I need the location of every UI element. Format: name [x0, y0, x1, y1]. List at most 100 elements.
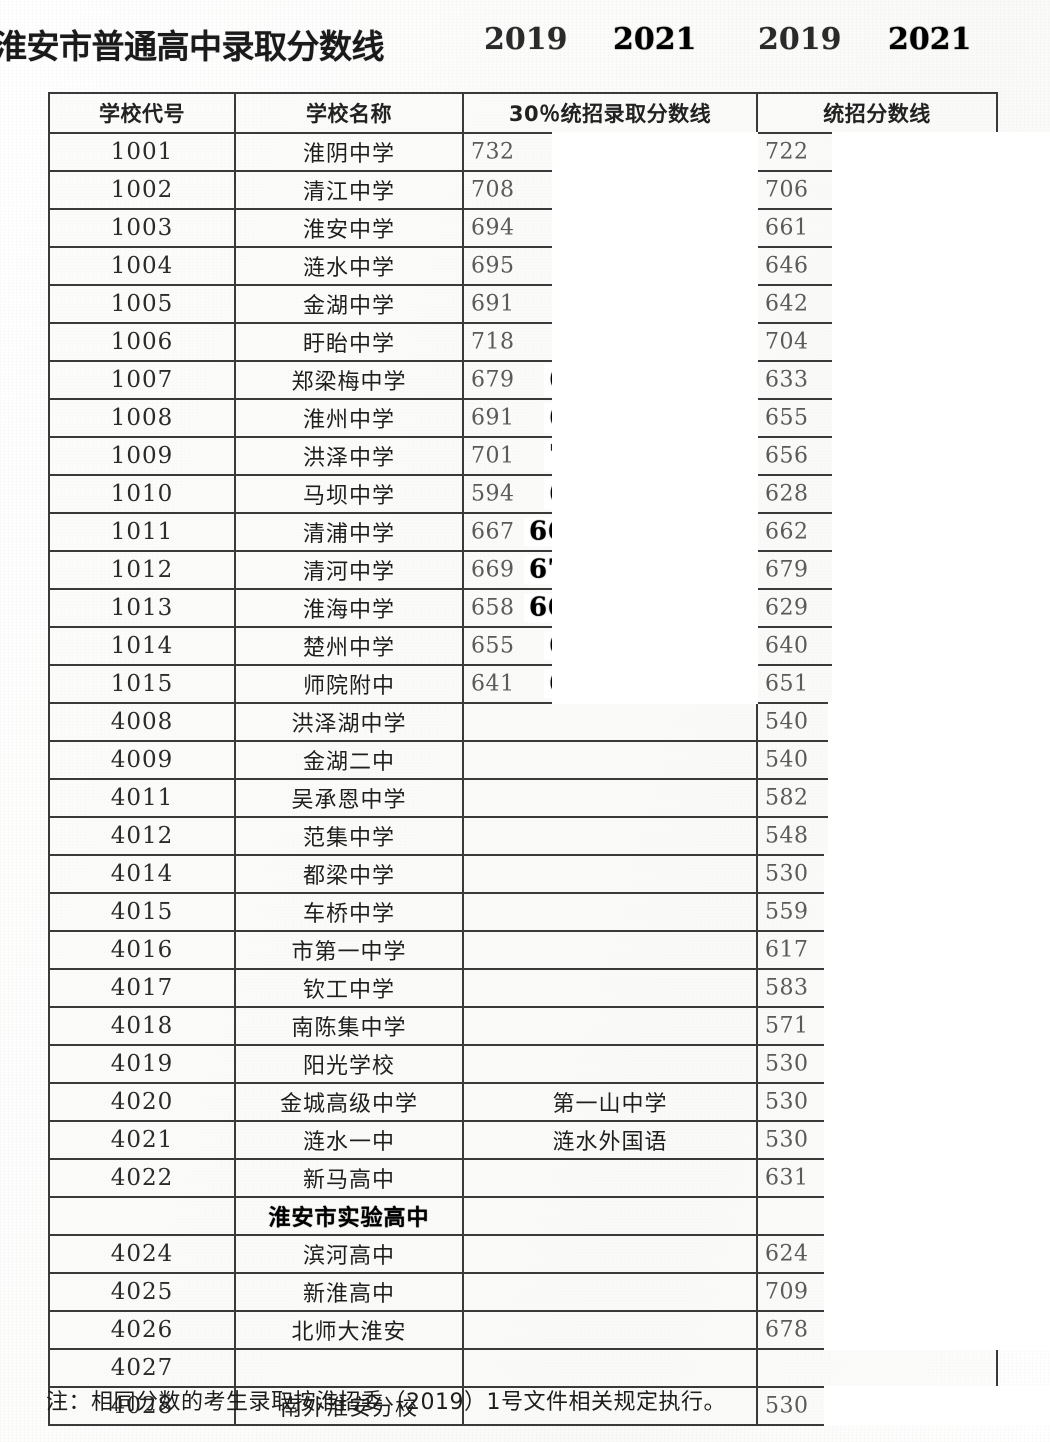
- score-standard-2019: 631: [765, 1165, 809, 1191]
- paste-overlay-strip: [832, 360, 1050, 400]
- cell-30pct-scores: [462, 1196, 758, 1236]
- table-row: 1011清浦中学667669662664: [48, 512, 1050, 552]
- paste-overlay-strip: [832, 474, 1050, 514]
- score-30pct-2019: 718: [471, 329, 515, 355]
- score-30pct-2019: 732: [471, 139, 515, 165]
- cell-school-code: [48, 1196, 236, 1236]
- paste-overlay-strip: [824, 1044, 1050, 1084]
- paste-overlay-strip: [832, 626, 1050, 666]
- score-standard-2019: 661: [765, 215, 809, 241]
- score-standard-2019: 530: [765, 1127, 809, 1153]
- cell-school-name: 北师大淮安: [234, 1310, 464, 1350]
- cell-school-code: 1013: [48, 588, 236, 628]
- paste-overlay-strip: [832, 588, 1050, 628]
- score-standard-2019: 651: [765, 671, 809, 697]
- cell-30pct-scores: [462, 930, 758, 970]
- score-standard-2019: 722: [765, 139, 809, 165]
- score-standard-2019: 540: [765, 709, 809, 735]
- paste-overlay-strip: [832, 284, 1050, 324]
- cell-30pct-scores: 655661: [462, 626, 758, 666]
- score-standard-2019: 678: [765, 1317, 809, 1343]
- cell-school-name: 马坝中学: [234, 474, 464, 514]
- table-row: 1009洪泽中学701707656662: [48, 436, 1050, 476]
- cell-30pct-scores: 691697: [462, 398, 758, 438]
- table-row: 1007郑梁梅中学679684633639: [48, 360, 1050, 400]
- table-body: 1001淮阴中学7327387227281002清江中学708714706712…: [48, 132, 1050, 1426]
- cell-school-code: 4018: [48, 1006, 236, 1046]
- score-standard-2019: 571: [765, 1013, 809, 1039]
- cell-standard-scores: 530640: [756, 1386, 1050, 1426]
- paste-overlay-strip: [832, 208, 1050, 248]
- paste-overlay-strip: [824, 892, 1050, 932]
- cell-standard-scores: 582570: [756, 778, 1050, 818]
- paste-overlay-strip: [552, 474, 758, 514]
- score-standard-2019: 530: [765, 861, 809, 887]
- paste-overlay-strip: [824, 1082, 1050, 1122]
- cell-alt-school-name: 第一山中学: [552, 1092, 668, 1117]
- cell-school-name: 淮安中学: [234, 208, 464, 248]
- cell-school-name: 淮安市实验高中: [234, 1196, 464, 1236]
- cell-30pct-scores: 667669: [462, 512, 758, 552]
- cell-school-code: 4019: [48, 1044, 236, 1084]
- score-30pct-2019: 708: [471, 177, 515, 203]
- cell-30pct-scores: [462, 1348, 758, 1388]
- year-label-std-2019: 2019: [758, 22, 842, 57]
- cell-standard-scores: 631630: [756, 1158, 1050, 1198]
- year-label-q30-2021: 2021: [613, 22, 697, 57]
- cell-alt-school-name: 涟水外国语: [552, 1130, 668, 1155]
- cell-standard-scores: 670 ？: [756, 1196, 1050, 1236]
- paste-overlay-strip: [824, 1386, 1050, 1426]
- cell-school-code: 1012: [48, 550, 236, 590]
- cell-30pct-scores: 708714: [462, 170, 758, 210]
- paste-overlay-strip: [832, 246, 1050, 286]
- cell-school-name: 新马高中: [234, 1158, 464, 1198]
- cell-school-code: 1004: [48, 246, 236, 286]
- paste-overlay-strip: [832, 398, 1050, 438]
- paste-overlay-strip: [824, 1234, 1050, 1274]
- cell-standard-scores: 661676: [756, 208, 1050, 248]
- paste-overlay-strip: [828, 740, 1050, 780]
- cell-30pct-scores: [462, 892, 758, 932]
- cell-school-name: 市第一中学: [234, 930, 464, 970]
- cell-30pct-scores: [462, 1044, 758, 1084]
- table-row: 1004涟水中学695701646650: [48, 246, 1050, 286]
- cell-standard-scores: 583580: [756, 968, 1050, 1008]
- score-standard-2019: 655: [765, 405, 809, 431]
- cell-30pct-scores: [462, 1158, 758, 1198]
- cell-30pct-scores: [462, 968, 758, 1008]
- cell-school-code: 1006: [48, 322, 236, 362]
- cell-30pct-scores: 594600: [462, 474, 758, 514]
- cell-standard-scores: 656662: [756, 436, 1050, 476]
- cell-standard-scores: 640642: [756, 626, 1050, 666]
- footnote: 注：相同分数的考生录取按淮招委（2019）1号文件相关规定执行。: [46, 1390, 726, 1415]
- cell-standard-scores: 704710: [756, 322, 1050, 362]
- cell-30pct-scores: [462, 1272, 758, 1312]
- score-30pct-2019: 594: [471, 481, 515, 507]
- cell-school-name: 钦工中学: [234, 968, 464, 1008]
- cell-standard-scores: 642648: [756, 284, 1050, 324]
- score-standard-2019: 583: [765, 975, 809, 1001]
- cell-standard-scores: 662664: [756, 512, 1050, 552]
- cell-standard-scores: 571560: [756, 1006, 1050, 1046]
- cell-school-code: 4024: [48, 1234, 236, 1274]
- paste-overlay-strip: [552, 208, 758, 248]
- cell-school-name: 郑梁梅中学: [234, 360, 464, 400]
- score-standard-2019: 540: [765, 747, 809, 773]
- cell-school-code: 1015: [48, 664, 236, 704]
- score-standard-2019: 629: [765, 595, 809, 621]
- score-standard-2019: 582: [765, 785, 809, 811]
- score-30pct-2019: 691: [471, 291, 515, 317]
- paste-overlay-strip: [552, 664, 758, 704]
- score-30pct-2019: 695: [471, 253, 515, 279]
- score-standard-2019: 530: [765, 1089, 809, 1115]
- year-label-q30-2019: 2019: [484, 22, 568, 57]
- table-row: 1008淮州中学691697655661: [48, 398, 1050, 438]
- paste-overlay-strip: [832, 550, 1050, 590]
- table-row: 淮安市实验高中 670 ？: [48, 1196, 1050, 1236]
- cell-standard-scores: 722728: [756, 132, 1050, 172]
- score-standard-2019: 633: [765, 367, 809, 393]
